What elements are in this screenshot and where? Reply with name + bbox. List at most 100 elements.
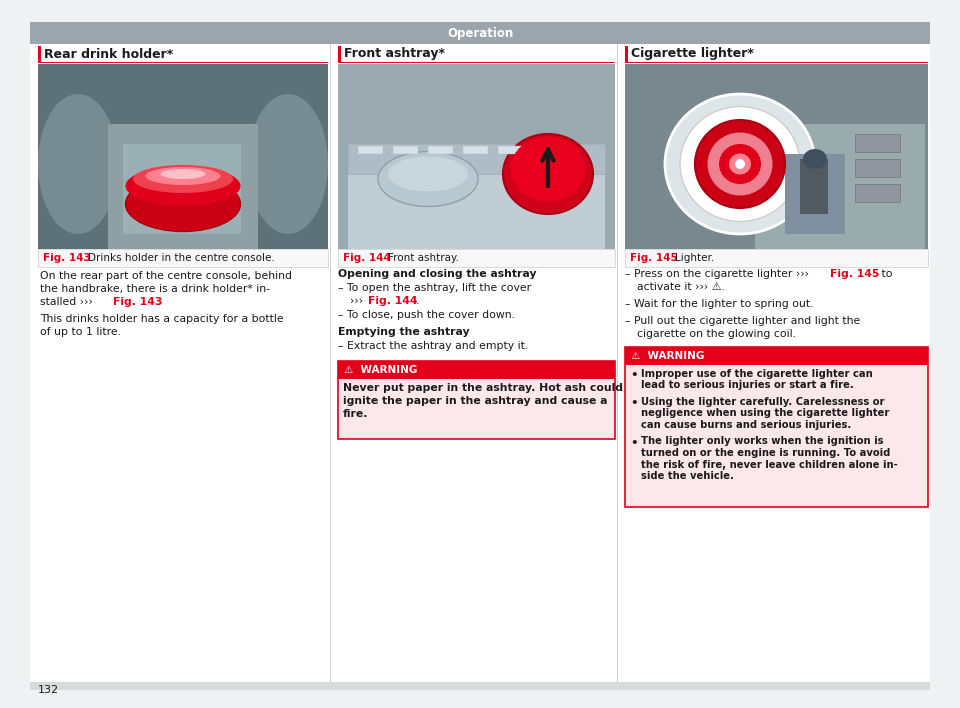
Text: Drinks holder in the centre console.: Drinks holder in the centre console.	[88, 253, 275, 263]
Ellipse shape	[146, 167, 221, 185]
Text: activate it ››› ⚠.: activate it ››› ⚠.	[637, 282, 725, 292]
Bar	[338, 64, 615, 249]
Text: the handbrake, there is a drink holder* in-: the handbrake, there is a drink holder* …	[40, 284, 270, 294]
Text: •: •	[630, 397, 637, 410]
Text: side the vehicle.: side the vehicle.	[641, 471, 733, 481]
Ellipse shape	[503, 134, 593, 214]
Text: On the rear part of the centre console, behind: On the rear part of the centre console, …	[40, 271, 292, 281]
Bar	[38, 249, 328, 267]
Bar	[617, 44, 618, 682]
Bar	[855, 134, 900, 152]
Text: can cause burns and serious injuries.: can cause burns and serious injuries.	[641, 420, 852, 430]
Bar	[785, 154, 845, 234]
Text: Emptying the ashtray: Emptying the ashtray	[338, 327, 469, 337]
Text: This drinks holder has a capacity for a bottle: This drinks holder has a capacity for a …	[40, 314, 283, 324]
Text: Fig. 143: Fig. 143	[113, 297, 162, 307]
Bar	[393, 146, 418, 154]
Text: the risk of fire, never leave children alone in-: the risk of fire, never leave children a…	[641, 459, 898, 469]
Text: Using the lighter carefully. Carelessness or: Using the lighter carefully. Carelessnes…	[641, 397, 884, 407]
Bar	[338, 64, 615, 249]
Bar	[625, 347, 928, 365]
Text: fire.: fire.	[343, 409, 369, 419]
Text: – To open the ashtray, lift the cover: – To open the ashtray, lift the cover	[338, 283, 531, 293]
Text: Fig. 145: Fig. 145	[630, 253, 678, 263]
Bar	[338, 249, 615, 267]
Bar	[463, 146, 488, 154]
Ellipse shape	[735, 159, 745, 169]
Text: Operation: Operation	[446, 26, 514, 40]
Ellipse shape	[378, 152, 478, 207]
Bar	[348, 144, 605, 174]
Ellipse shape	[729, 154, 751, 174]
Bar	[625, 347, 928, 507]
Text: •: •	[630, 437, 637, 450]
Ellipse shape	[160, 169, 205, 179]
Text: ignite the paper in the ashtray and cause a: ignite the paper in the ashtray and caus…	[343, 396, 608, 406]
Bar	[348, 144, 605, 249]
Bar	[38, 46, 41, 62]
Text: 132: 132	[38, 685, 60, 695]
Bar	[38, 62, 328, 63]
Text: ⚠  WARNING: ⚠ WARNING	[344, 365, 418, 375]
Text: .: .	[157, 297, 160, 307]
Bar	[625, 249, 928, 267]
Bar	[625, 64, 928, 249]
Bar	[338, 361, 615, 379]
Bar	[625, 64, 928, 249]
Text: Fig. 143: Fig. 143	[43, 253, 91, 263]
Ellipse shape	[695, 120, 785, 208]
Text: Front ashtray.: Front ashtray.	[388, 253, 459, 263]
Text: Opening and closing the ashtray: Opening and closing the ashtray	[338, 269, 537, 279]
Text: negligence when using the cigarette lighter: negligence when using the cigarette ligh…	[641, 409, 889, 418]
Text: stalled ›››: stalled ›››	[40, 297, 96, 307]
Text: Fig. 144: Fig. 144	[343, 253, 391, 263]
Bar	[338, 46, 341, 62]
Text: ⚠  WARNING: ⚠ WARNING	[631, 351, 705, 361]
Bar	[625, 62, 928, 63]
Bar	[30, 682, 930, 690]
Ellipse shape	[133, 165, 233, 193]
Bar	[358, 146, 383, 154]
Text: cigarette on the glowing coil.: cigarette on the glowing coil.	[637, 329, 796, 339]
Ellipse shape	[803, 149, 827, 169]
Text: ›››: ›››	[350, 296, 367, 306]
Bar	[428, 146, 453, 154]
Bar	[38, 64, 328, 249]
Bar	[38, 64, 328, 249]
Text: •: •	[630, 369, 637, 382]
Ellipse shape	[126, 166, 241, 206]
Text: Rear drink holder*: Rear drink holder*	[44, 47, 173, 60]
Text: – Wait for the lighter to spring out.: – Wait for the lighter to spring out.	[625, 299, 813, 309]
Text: The lighter only works when the ignition is: The lighter only works when the ignition…	[641, 437, 883, 447]
Text: – To close, push the cover down.: – To close, push the cover down.	[338, 310, 515, 320]
Ellipse shape	[126, 176, 241, 232]
Ellipse shape	[665, 94, 815, 234]
Text: – Pull out the cigarette lighter and light the: – Pull out the cigarette lighter and lig…	[625, 316, 860, 326]
Text: Lighter.: Lighter.	[675, 253, 714, 263]
Text: Front ashtray*: Front ashtray*	[344, 47, 445, 60]
Ellipse shape	[511, 137, 586, 202]
Bar	[108, 124, 258, 249]
Ellipse shape	[248, 94, 328, 234]
Text: of up to 1 litre.: of up to 1 litre.	[40, 327, 121, 337]
Ellipse shape	[680, 106, 800, 222]
Text: to: to	[878, 269, 893, 279]
Text: lead to serious injuries or start a fire.: lead to serious injuries or start a fire…	[641, 380, 853, 391]
Bar	[123, 144, 241, 234]
Text: Cigarette lighter*: Cigarette lighter*	[631, 47, 754, 60]
Ellipse shape	[38, 94, 118, 234]
Bar	[330, 44, 331, 682]
Bar	[338, 62, 615, 63]
Bar	[30, 22, 930, 44]
Bar	[855, 159, 900, 177]
Text: Improper use of the cigarette lighter can: Improper use of the cigarette lighter ca…	[641, 369, 873, 379]
Bar	[800, 159, 828, 214]
Bar	[855, 184, 900, 202]
Text: .: .	[416, 296, 420, 306]
Ellipse shape	[719, 144, 761, 184]
Text: Fig. 144: Fig. 144	[368, 296, 418, 306]
Bar	[498, 146, 523, 154]
Text: – Extract the ashtray and empty it.: – Extract the ashtray and empty it.	[338, 341, 528, 351]
Bar	[755, 124, 925, 249]
Ellipse shape	[388, 156, 468, 191]
